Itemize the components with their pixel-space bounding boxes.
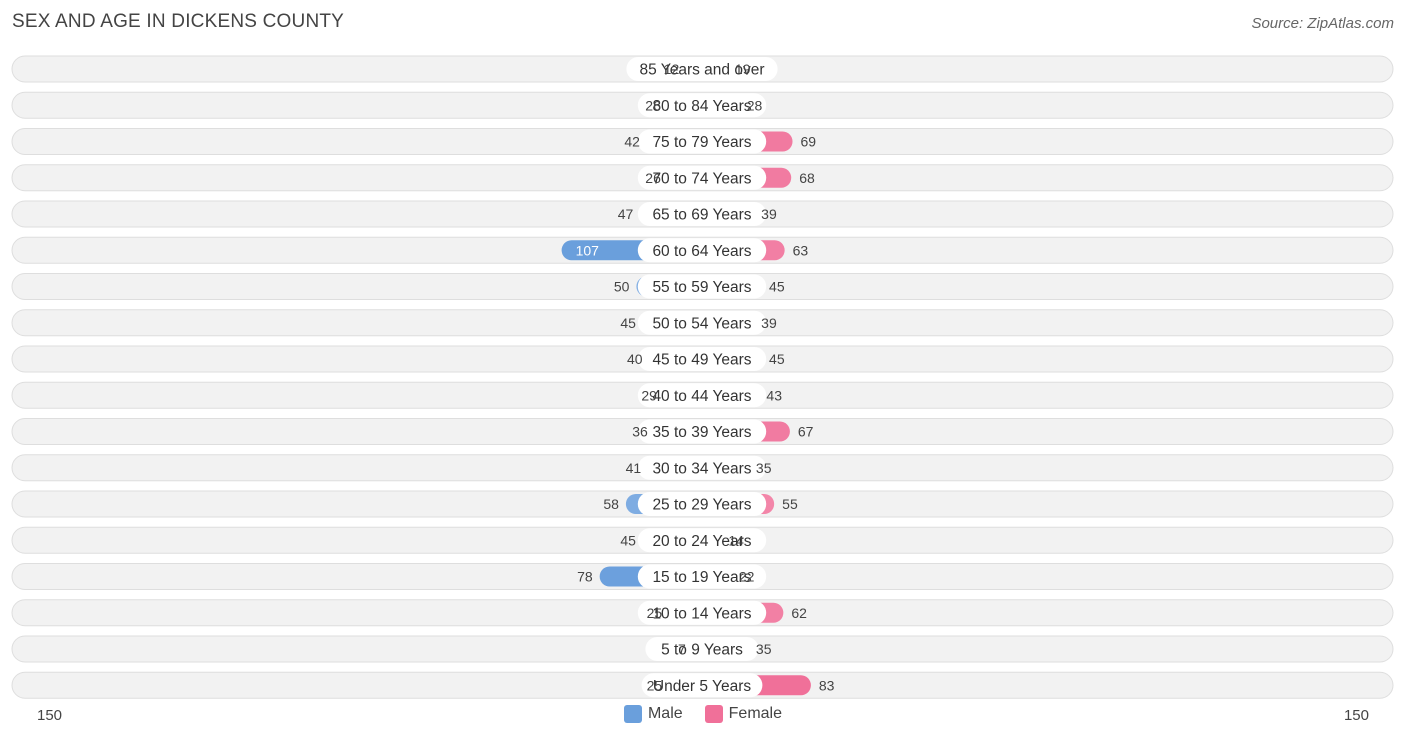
category-label: 40 to 44 Years [652,388,751,405]
category-label-bg [637,93,767,118]
female-value-label: 45 [769,279,785,295]
female-value-label: 19 [735,61,751,77]
female-value-label: 45 [769,351,785,367]
category-label-bg [645,637,759,661]
category-label-bg [637,347,767,371]
female-value-label: 62 [791,605,807,621]
male-value-label: 58 [603,496,619,512]
category-label: 20 to 24 Years [652,533,751,550]
female-value-label: 35 [756,641,772,657]
category-label-bg [637,528,767,553]
male-value-label: 7 [678,641,686,657]
category-label-bg [637,274,767,299]
male-value-label: 45 [620,315,636,331]
female-value-label: 63 [793,242,809,258]
male-value-label: 78 [577,569,593,585]
category-label: 65 to 69 Years [652,207,751,224]
category-label-bg [637,455,767,480]
category-label: 85 Years and over [640,62,765,79]
female-value-label: 68 [799,170,815,186]
male-value-label: 25 [647,677,663,693]
category-label-bg [637,564,767,589]
legend-swatch-female [704,705,723,723]
chart-legend: Male Female [0,705,1406,723]
female-value-label: 69 [801,134,817,150]
category-label: 80 to 84 Years [652,98,751,115]
category-label: 60 to 64 Years [652,243,751,260]
legend-label-female: Female [728,705,783,722]
category-label-bg [637,310,767,335]
category-label: 30 to 34 Years [652,460,751,477]
male-value-label: 45 [620,532,636,548]
chart-title: SEX AND AGE IN DICKENS COUNTY [12,11,345,32]
male-value-label: 41 [626,460,642,476]
female-value-label: 14 [728,532,744,548]
category-label: 45 to 49 Years [652,352,751,369]
male-value-label: 42 [624,134,640,150]
category-label-bg [637,165,767,190]
female-value-label: 43 [766,387,782,403]
legend-item-female: Female [704,705,783,723]
category-label-bg [641,673,763,698]
category-label-bg [637,202,767,226]
female-value-label: 22 [739,569,755,585]
chart-source: Source: ZipAtlas.com [1251,15,1394,32]
female-value-label: 39 [761,315,777,331]
category-label: 35 to 39 Years [652,424,751,441]
male-value-label: 47 [618,206,634,222]
male-value-label: 29 [641,387,657,403]
category-label-bg [637,129,767,154]
male-value-label: 50 [614,279,630,295]
female-value-label: 39 [761,206,777,222]
category-label-bg [637,383,767,408]
female-value-label: 67 [798,424,814,440]
female-value-label: 35 [756,460,772,476]
male-value-label: 26 [645,97,661,113]
category-label-bg [637,419,767,444]
category-label: 5 to 9 Years [661,642,743,659]
female-value-label: 83 [819,677,835,693]
legend-swatch-male [623,705,642,723]
axis-left-max-label: 150 [37,707,63,724]
category-label: 15 to 19 Years [652,569,751,586]
category-label-bg [637,492,767,516]
category-label-bg [637,600,767,625]
male-value-label: 107 [576,242,600,258]
male-value-label: 40 [627,351,643,367]
legend-label-male: Male [647,705,683,722]
female-value-label: 55 [782,496,798,512]
category-label: 25 to 29 Years [652,497,751,514]
category-label: 50 to 54 Years [652,315,751,332]
axis-right-max-label: 150 [1343,707,1369,724]
female-value-label: 28 [747,97,763,113]
category-label-bg [637,238,767,263]
male-value-label: 36 [632,424,648,440]
category-label: Under 5 Years [653,678,751,695]
category-label: 55 to 59 Years [652,279,751,296]
category-label-bg [626,57,778,81]
category-label: 10 to 14 Years [652,605,751,622]
male-value-label: 26 [645,170,661,186]
male-value-label: 25 [647,605,663,621]
male-value-label: 12 [664,61,680,77]
legend-item-male: Male [623,705,683,723]
category-label: 70 to 74 Years [652,170,751,187]
category-label: 75 to 79 Years [652,134,751,151]
